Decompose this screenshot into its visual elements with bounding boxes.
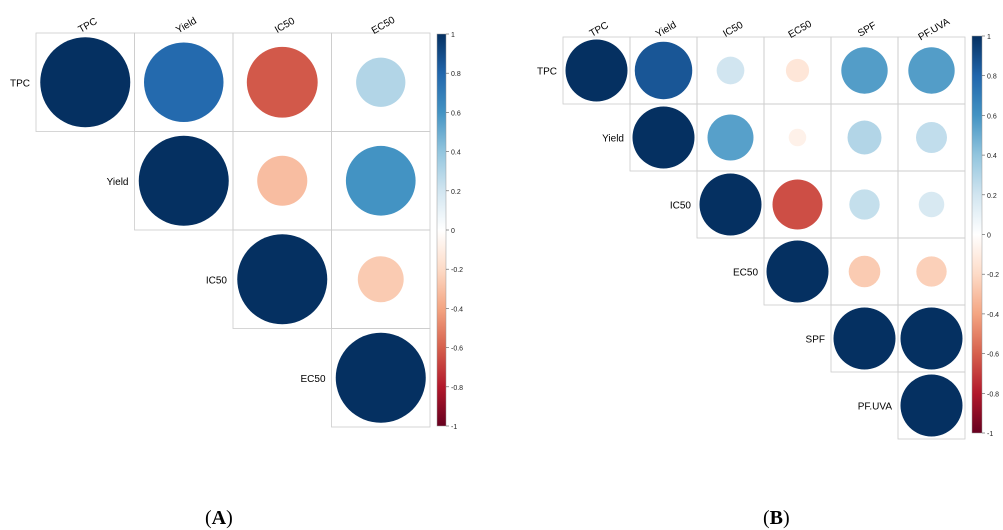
- colorbar-tick-label: -1: [987, 431, 993, 438]
- colorbar-tick-label: -0.8: [451, 385, 463, 392]
- correlation-circle-ec50-pf-uva: [916, 256, 947, 287]
- panel-b-correlation-plot: TPC Yield IC50 EC50 SPF PF.UVATPCYieldIC50EC5…: [537, 16, 999, 440]
- panel-a-label: (A): [205, 507, 233, 529]
- grid-cell: [331, 328, 431, 428]
- correlation-circle-tpc-tpc: [40, 37, 131, 128]
- correlation-circle-ic50-spf: [849, 189, 880, 220]
- column-label: SPF: [856, 20, 878, 39]
- correlation-circle-tpc-spf: [841, 47, 888, 94]
- row-label: IC50: [206, 275, 228, 286]
- colorbar-tick-label: 0.8: [451, 71, 461, 78]
- row-label: Yield: [107, 177, 129, 188]
- colorbar-tick-label: -0.2: [451, 267, 463, 274]
- row-label: TPC: [10, 78, 30, 89]
- colorbar-tick-label: 0.8: [987, 74, 997, 81]
- correlation-circle-tpc-ic50: [716, 56, 745, 85]
- colorbar-tick-label: 0.6: [451, 110, 461, 117]
- correlation-circle-yield-yield: [138, 135, 229, 226]
- column-label: EC50: [370, 15, 398, 37]
- colorbar-tick-label: 0: [987, 233, 991, 240]
- correlation-circle-tpc-yield: [634, 41, 693, 100]
- panel-a-correlation-plot: TPC Yield IC50 EC50TPCYieldIC50EC5010.80.60…: [10, 15, 463, 431]
- row-label: PF.UVA: [858, 402, 893, 413]
- colorbar-tick-label: 1: [451, 32, 455, 39]
- colorbar: [437, 34, 446, 426]
- colorbar-tick-label: -0.6: [451, 346, 463, 353]
- colorbar-tick-label: 1: [987, 34, 991, 41]
- colorbar-tick-label: 0: [451, 228, 455, 235]
- correlation-circle-ec50-ec50: [766, 240, 829, 303]
- correlation-circle-pf-uva-pf-uva: [900, 374, 963, 437]
- correlation-circle-tpc-yield: [144, 42, 224, 122]
- colorbar-tick-label: 0.6: [987, 113, 997, 120]
- correlation-circle-ic50-ic50: [699, 173, 762, 236]
- correlation-circle-ic50-ec50: [357, 256, 404, 303]
- row-label: TPC: [537, 67, 557, 78]
- colorbar-tick-label: 0.2: [451, 189, 461, 196]
- row-label: EC50: [300, 374, 325, 385]
- colorbar: [972, 36, 982, 433]
- correlation-circle-tpc-ic50: [246, 46, 318, 118]
- colorbar-tick-label: 0.4: [451, 150, 461, 157]
- correlation-circle-spf-spf: [833, 307, 896, 370]
- colorbar-tick-label: 0.2: [987, 193, 997, 200]
- colorbar-tick-label: -0.2: [987, 272, 999, 279]
- correlation-circle-yield-ec50: [345, 145, 416, 216]
- correlation-circle-yield-ic50: [257, 155, 308, 206]
- correlation-circle-ec50-ec50: [335, 332, 426, 423]
- correlation-circle-ec50-spf: [848, 255, 881, 288]
- correlation-circle-tpc-pf-uva: [908, 47, 955, 94]
- row-label: Yield: [602, 134, 624, 145]
- correlation-circle-yield-ec50: [788, 128, 807, 147]
- correlation-circle-yield-pf-uva: [916, 122, 947, 153]
- correlation-circle-ic50-pf-uva: [918, 191, 945, 218]
- colorbar-tick-label: -0.4: [987, 312, 999, 319]
- correlation-circle-ic50-ic50: [237, 234, 328, 325]
- correlation-circle-tpc-ec50: [785, 58, 810, 83]
- colorbar-tick-label: -1: [451, 424, 457, 431]
- correlation-circle-tpc-ec50: [356, 57, 406, 107]
- correlation-circle-tpc-tpc: [565, 39, 628, 102]
- row-label: IC50: [670, 201, 692, 212]
- grid-cell: [897, 371, 966, 440]
- colorbar-tick-label: -0.8: [987, 391, 999, 398]
- correlation-circle-yield-yield: [632, 106, 695, 169]
- correlation-circle-yield-ic50: [707, 114, 754, 161]
- correlation-circle-yield-spf: [847, 120, 882, 155]
- row-label: EC50: [733, 268, 758, 279]
- column-label: PF.UVA: [917, 16, 952, 43]
- colorbar-tick-label: 0.4: [987, 153, 997, 160]
- row-label: SPF: [806, 335, 825, 346]
- colorbar-tick-label: -0.6: [987, 352, 999, 359]
- colorbar-tick-label: -0.4: [451, 306, 463, 313]
- column-label: EC50: [787, 19, 815, 41]
- correlation-circle-spf-pf-uva: [900, 307, 963, 370]
- panel-b-label: (B): [763, 507, 790, 529]
- correlation-circle-ic50-ec50: [772, 179, 823, 230]
